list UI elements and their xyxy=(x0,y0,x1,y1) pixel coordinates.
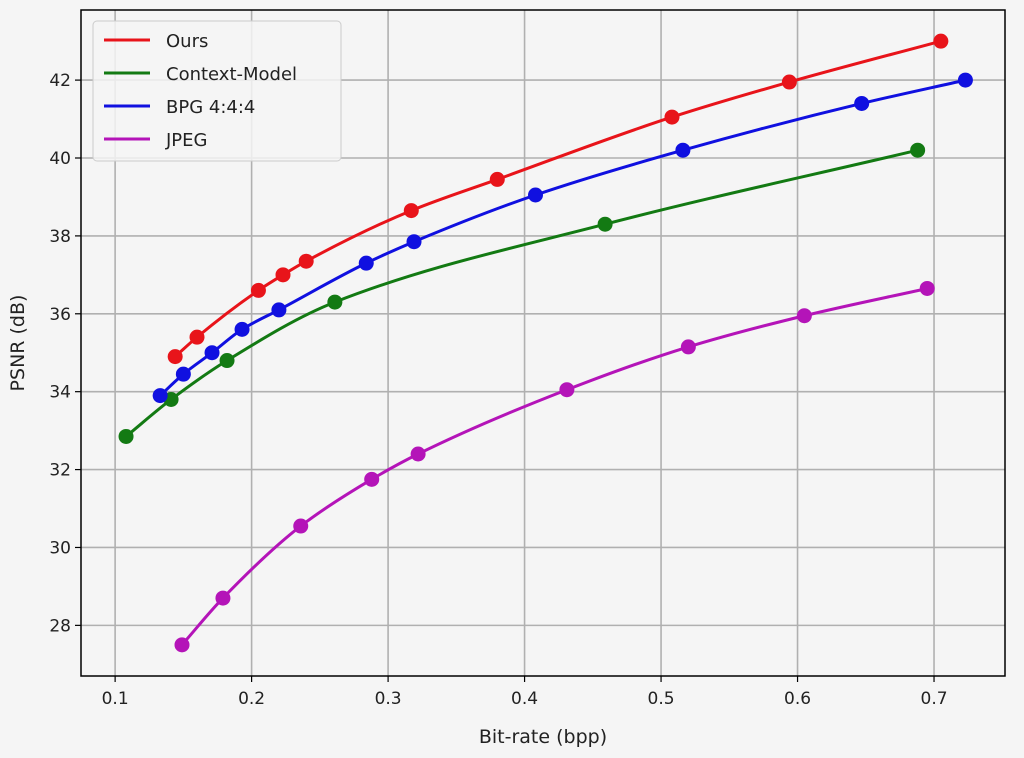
data-point-bpg-4-4-4 xyxy=(271,302,287,318)
x-tick-label: 0.7 xyxy=(921,689,948,709)
legend: Ours Context-Model BPG 4:4:4 JPEG xyxy=(92,20,342,162)
x-tick-label: 0.3 xyxy=(375,689,402,709)
data-point-bpg-4-4-4 xyxy=(527,187,543,203)
series-bpg-4-4-4 xyxy=(152,72,973,404)
data-point-jpeg xyxy=(174,637,190,653)
y-tick-label: 30 xyxy=(49,538,71,558)
series-line-jpeg xyxy=(180,286,929,647)
x-tick-label: 0.4 xyxy=(511,689,538,709)
data-point-jpeg xyxy=(215,590,231,606)
data-point-bpg-4-4-4 xyxy=(675,142,691,158)
data-point-bpg-4-4-4 xyxy=(957,72,973,88)
data-point-jpeg xyxy=(919,280,935,296)
data-point-bpg-4-4-4 xyxy=(358,255,374,271)
series-ours xyxy=(167,33,949,365)
data-point-context-model xyxy=(910,142,926,158)
series-jpeg xyxy=(174,280,935,653)
x-tick-label: 0.5 xyxy=(648,689,675,709)
x-tick-label: 0.6 xyxy=(784,689,811,709)
data-point-ours xyxy=(489,171,505,187)
data-point-ours xyxy=(403,203,419,219)
data-point-context-model xyxy=(118,428,134,444)
data-point-jpeg xyxy=(559,382,575,398)
data-point-context-model xyxy=(327,294,343,310)
data-point-ours xyxy=(189,329,205,345)
series-context-model xyxy=(118,142,926,444)
data-point-ours xyxy=(250,282,266,298)
y-tick-label: 34 xyxy=(49,383,71,403)
y-tick-label: 40 xyxy=(49,149,71,169)
data-point-bpg-4-4-4 xyxy=(854,95,870,111)
x-tick-label: 0.1 xyxy=(102,689,129,709)
series-line-context-model xyxy=(124,148,920,438)
data-point-context-model xyxy=(597,216,613,232)
data-point-context-model xyxy=(219,353,235,369)
legend-label-context-model: Context-Model xyxy=(166,64,297,85)
data-point-bpg-4-4-4 xyxy=(406,234,422,250)
y-tick-label: 28 xyxy=(49,616,71,636)
data-point-ours xyxy=(275,267,291,283)
data-point-bpg-4-4-4 xyxy=(175,366,191,382)
legend-label-jpeg: JPEG xyxy=(165,130,207,151)
data-point-bpg-4-4-4 xyxy=(152,388,168,404)
y-axis-title: PSNR (dB) xyxy=(7,295,29,392)
y-tick-label: 42 xyxy=(49,71,71,91)
ticks: 0.1 0.2 0.3 0.4 0.5 0.6 0.7 28 30 32 34 36 38 40 42 xyxy=(49,71,947,709)
data-point-ours xyxy=(933,33,949,49)
plot-frame xyxy=(80,9,1006,677)
data-point-ours xyxy=(781,74,797,90)
y-tick-label: 36 xyxy=(49,305,71,325)
x-axis-title: Bit-rate (bpp) xyxy=(479,726,607,748)
legend-label-bpg-4-4-4: BPG 4:4:4 xyxy=(166,97,255,118)
y-tick-label: 38 xyxy=(49,227,71,247)
data-point-jpeg xyxy=(293,518,309,534)
legend-box xyxy=(92,20,342,162)
data-point-ours xyxy=(664,109,680,125)
series-group xyxy=(118,33,973,653)
x-tick-label: 0.2 xyxy=(238,689,265,709)
data-point-bpg-4-4-4 xyxy=(234,321,250,337)
y-tick-label: 32 xyxy=(49,461,71,481)
data-point-ours xyxy=(167,349,183,365)
data-point-jpeg xyxy=(364,471,380,487)
data-point-jpeg xyxy=(680,339,696,355)
legend-label-ours: Ours xyxy=(166,31,208,52)
data-point-jpeg xyxy=(410,446,426,462)
data-point-bpg-4-4-4 xyxy=(204,345,220,361)
data-point-jpeg xyxy=(796,308,812,324)
data-point-ours xyxy=(298,253,314,269)
